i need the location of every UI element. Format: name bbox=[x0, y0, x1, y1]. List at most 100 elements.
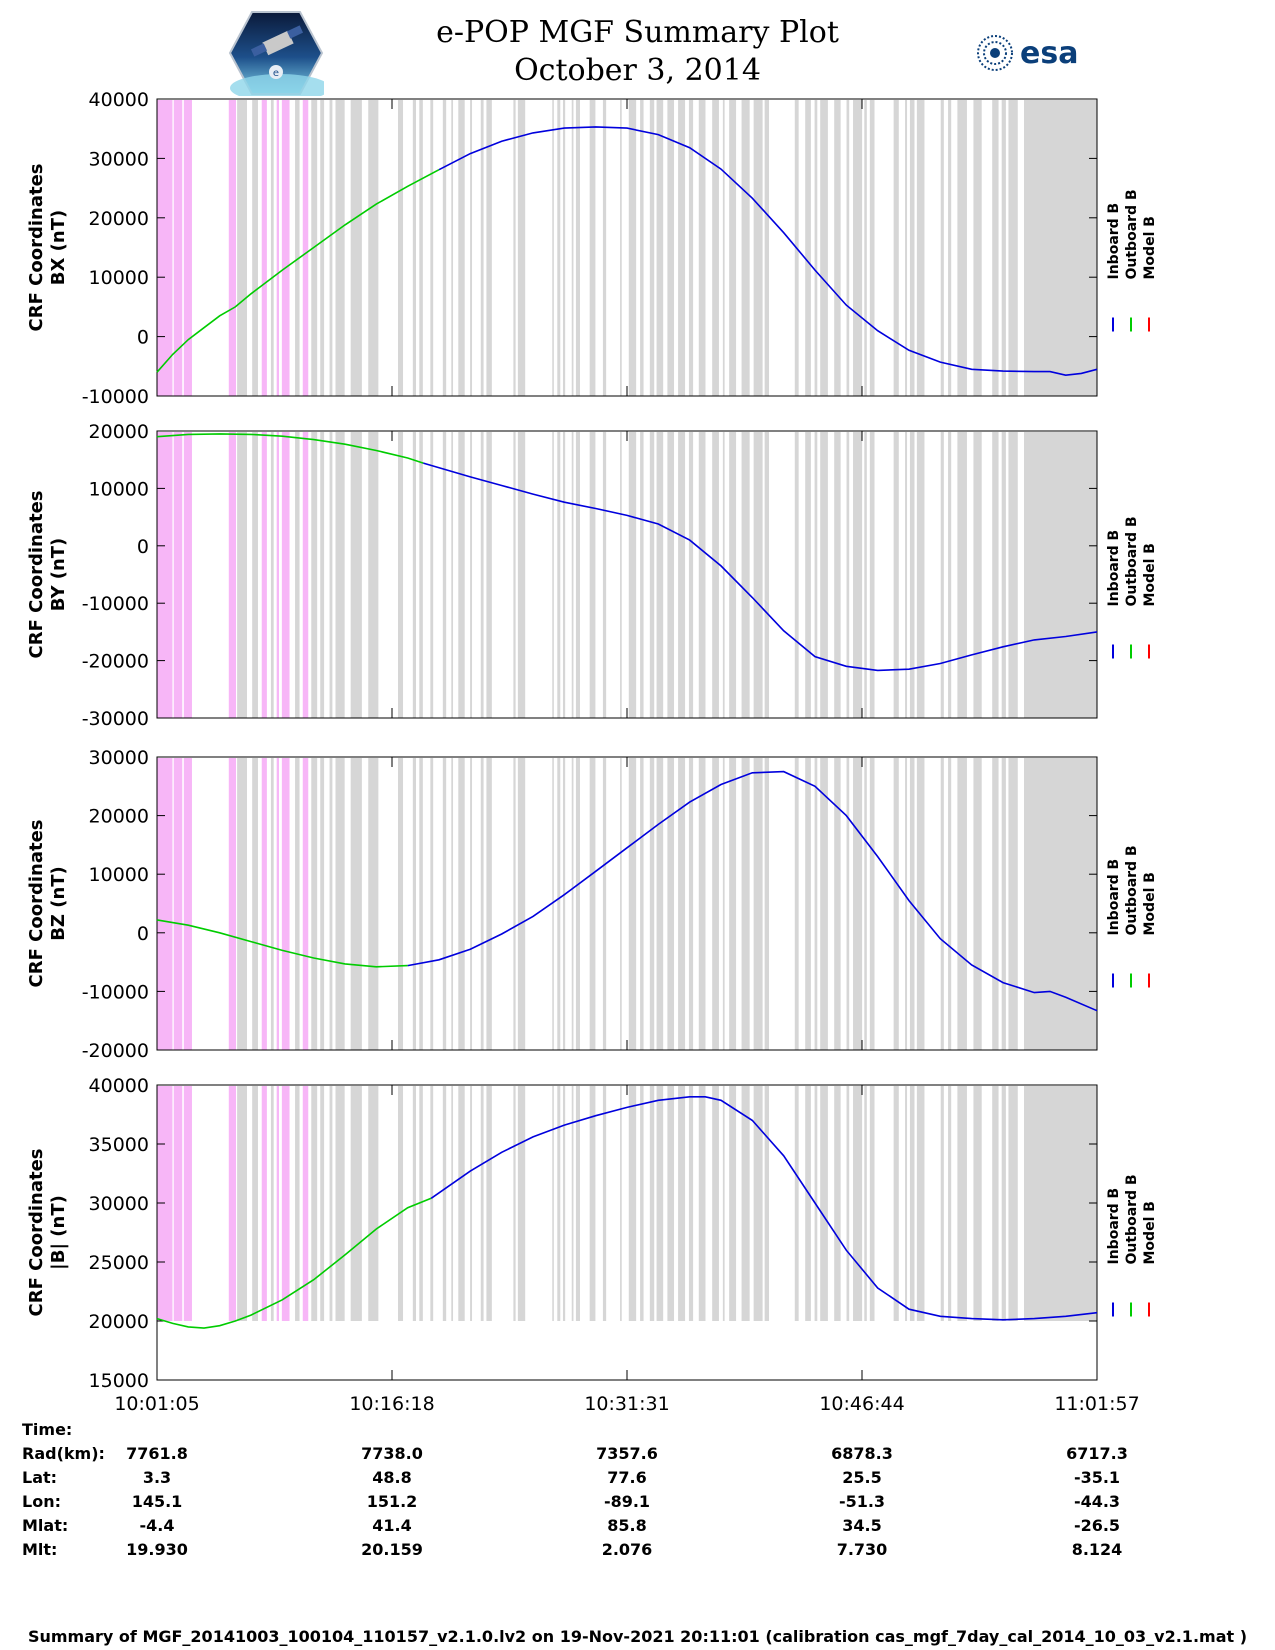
shading-band bbox=[640, 100, 644, 396]
y-axis-label-line: BX (nT) bbox=[48, 210, 69, 285]
series-outboard-b bbox=[156, 433, 424, 464]
shading-band bbox=[557, 432, 561, 718]
shading-band bbox=[562, 100, 566, 396]
y-tick-label: 20000 bbox=[89, 208, 149, 230]
y-tick-label: 30000 bbox=[89, 148, 149, 170]
shading-band bbox=[513, 432, 516, 718]
shading-band bbox=[869, 100, 875, 396]
shading-band bbox=[948, 432, 952, 718]
shading-band bbox=[252, 432, 258, 718]
shading-band bbox=[729, 432, 737, 718]
shading-band bbox=[948, 100, 952, 396]
y-tick-label: 40000 bbox=[89, 89, 149, 111]
shading-band bbox=[973, 100, 982, 396]
shading-band bbox=[571, 432, 574, 718]
shading-band bbox=[814, 432, 818, 718]
x-tick-label: 10:16:18 bbox=[349, 1393, 434, 1415]
ephemeris-value: 85.8 bbox=[607, 1516, 647, 1535]
shading-band bbox=[486, 100, 492, 396]
shading-band bbox=[486, 432, 492, 718]
shading-band bbox=[805, 432, 811, 718]
shading-band bbox=[575, 100, 581, 396]
shading-band bbox=[252, 1086, 258, 1321]
shading-band bbox=[261, 432, 267, 718]
series-outboard-b bbox=[156, 919, 408, 968]
legend-label: Outboard B bbox=[1124, 845, 1140, 935]
shading-band bbox=[916, 758, 925, 1050]
shading-band bbox=[834, 100, 841, 396]
shading-band bbox=[869, 432, 875, 718]
legend: Inboard B Outboard B Model B bbox=[1106, 189, 1158, 332]
shading-band bbox=[805, 1086, 811, 1321]
ephemeris-row-label: Rad(km): bbox=[22, 1444, 105, 1463]
ephemeris-value: -26.5 bbox=[1073, 1516, 1121, 1535]
legend-label: Model B bbox=[1142, 1201, 1158, 1264]
shading-band bbox=[820, 100, 828, 396]
ephemeris-value: 3.3 bbox=[142, 1468, 172, 1487]
shading-band bbox=[470, 432, 473, 718]
shading-band bbox=[628, 758, 637, 1050]
shading-band bbox=[486, 1086, 492, 1321]
panel-bz: -20000 -10000 0 10000 20000 30000 CRF Coordina… bbox=[26, 747, 1158, 1062]
shading-band bbox=[1024, 758, 1097, 1050]
shading-band bbox=[602, 758, 607, 1050]
shading-band bbox=[992, 758, 999, 1050]
series-inboard-b bbox=[407, 770, 1098, 1012]
shading-band bbox=[252, 758, 258, 1050]
shading-band bbox=[412, 1086, 416, 1321]
shading-band bbox=[741, 1086, 750, 1321]
shading-band bbox=[820, 758, 828, 1050]
shading-band bbox=[678, 1086, 686, 1321]
shading-band bbox=[957, 100, 967, 396]
legend: Inboard B Outboard B Model B bbox=[1106, 516, 1158, 659]
shading-band bbox=[741, 758, 750, 1050]
legend-label: Model B bbox=[1142, 543, 1158, 606]
shading-band bbox=[589, 100, 596, 396]
shading-band bbox=[649, 1086, 655, 1321]
series-inboard-b bbox=[438, 126, 1098, 377]
shading-band bbox=[276, 1086, 280, 1321]
shading-band bbox=[295, 432, 300, 718]
shading-band bbox=[764, 432, 770, 718]
shading-band bbox=[667, 432, 675, 718]
shading-band bbox=[957, 758, 967, 1050]
shading-band bbox=[442, 1086, 447, 1321]
legend-label: Model B bbox=[1142, 872, 1158, 935]
shading-band bbox=[1001, 1086, 1006, 1321]
shading-band bbox=[261, 100, 267, 396]
shading-band bbox=[628, 1086, 637, 1321]
legend-label: Inboard B bbox=[1106, 859, 1122, 936]
shading-band bbox=[893, 432, 899, 718]
shading-band bbox=[698, 758, 706, 1050]
shading-band bbox=[252, 100, 258, 396]
shading-band bbox=[571, 1086, 574, 1321]
data-availability-shading bbox=[157, 432, 1097, 718]
y-axis-label-line: CRF Coordinates bbox=[26, 164, 47, 332]
shading-band bbox=[909, 100, 915, 396]
shading-band bbox=[722, 758, 725, 1050]
shading-band bbox=[1008, 758, 1018, 1050]
shading-band bbox=[794, 1086, 799, 1321]
ephemeris-value: 151.2 bbox=[366, 1492, 418, 1511]
legend-label: Model B bbox=[1142, 216, 1158, 279]
shading-band bbox=[451, 432, 454, 718]
shading-band bbox=[329, 100, 333, 396]
ephemeris-row-label: Lat: bbox=[22, 1468, 58, 1487]
shading-band bbox=[722, 1086, 725, 1321]
y-tick-label: 25000 bbox=[89, 1252, 149, 1274]
ephemeris-row-label: Time: bbox=[22, 1420, 73, 1439]
shading-band bbox=[281, 758, 290, 1050]
shading-band bbox=[853, 432, 863, 718]
shading-band bbox=[820, 432, 828, 718]
shading-band bbox=[940, 100, 944, 396]
shading-band bbox=[1008, 100, 1018, 396]
shading-band bbox=[470, 100, 473, 396]
shading-band bbox=[678, 100, 686, 396]
shading-band bbox=[237, 432, 248, 718]
shading-band bbox=[458, 1086, 465, 1321]
y-axis-label: CRF CoordinatesBX (nT) bbox=[26, 164, 69, 332]
shading-band bbox=[712, 758, 719, 1050]
shading-band bbox=[270, 758, 274, 1050]
shading-band bbox=[329, 758, 333, 1050]
shading-band bbox=[688, 758, 694, 1050]
